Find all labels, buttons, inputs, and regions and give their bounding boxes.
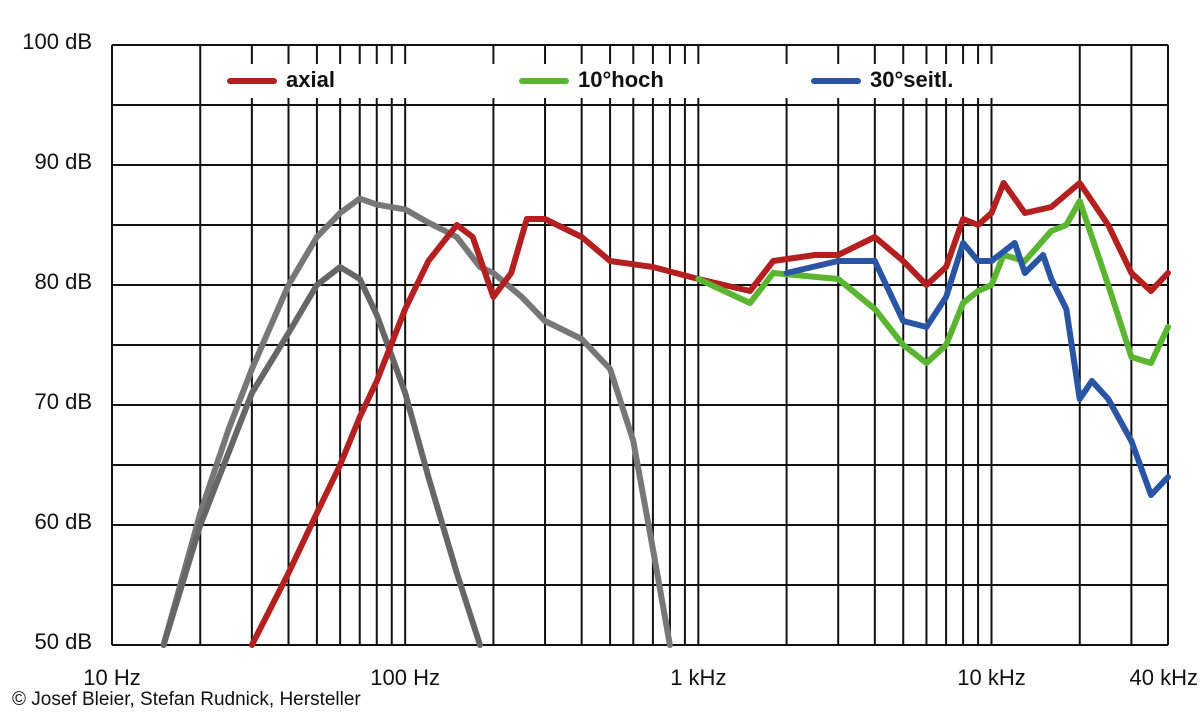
grid <box>111 44 1169 646</box>
credit: © Josef Bleier, Stefan Rudnick, Herstell… <box>12 689 361 710</box>
x-tick-label: 10 Hz <box>83 665 140 690</box>
y-tick-label: 80 dB <box>35 269 93 294</box>
x-tick-label: 10 kHz <box>957 665 1025 690</box>
y-tick-label: 90 dB <box>35 149 93 174</box>
curves <box>160 180 1171 648</box>
legend-box <box>205 64 1060 98</box>
response-curve <box>160 195 673 648</box>
response-curve <box>783 240 1171 498</box>
y-tick-label: 60 dB <box>35 509 93 534</box>
legend: axial 10°hoch 30°seitl. <box>205 64 1060 98</box>
y-tick-label: 70 dB <box>35 389 93 414</box>
response-curve <box>248 180 1171 648</box>
labels: 50 dB 60 dB 70 dB 80 dB 90 dB 100 dB 10 Hz 100 … <box>22 29 1198 690</box>
legend-label: axial <box>286 67 335 92</box>
response-curve <box>695 198 1171 366</box>
y-tick-label: 50 dB <box>35 629 93 654</box>
x-tick-label: 100 Hz <box>370 665 440 690</box>
legend-label: 30°seitl. <box>870 67 953 92</box>
x-tick-label: 1 kHz <box>670 665 726 690</box>
y-tick-label: 100 dB <box>22 29 92 54</box>
legend-label: 10°hoch <box>578 67 664 92</box>
response-curve <box>160 264 483 648</box>
x-tick-label: 40 kHz <box>1130 665 1198 690</box>
